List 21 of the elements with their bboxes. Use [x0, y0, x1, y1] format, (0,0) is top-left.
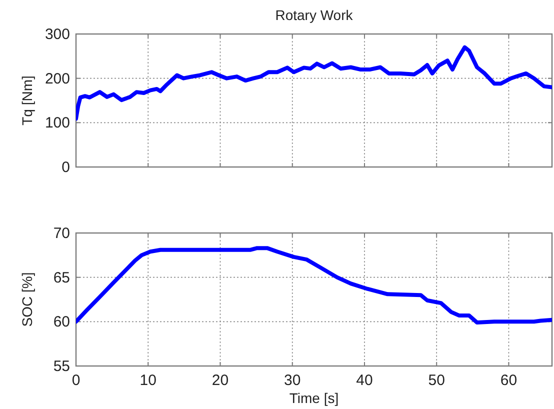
x-tick-label: 30	[284, 372, 301, 389]
y-tick-label: 200	[44, 70, 70, 88]
x-tick-label: 50	[428, 372, 445, 389]
chart-title: Rotary Work	[275, 7, 354, 23]
y-tick-label: 100	[44, 114, 70, 132]
x-tick-label: 10	[140, 372, 156, 389]
y-axis-title: SOC [%]	[19, 272, 35, 327]
y-tick-label: 300	[44, 26, 70, 43]
y-tick-label: 70	[53, 225, 70, 242]
y-axis-title: Tq [Nm]	[19, 76, 35, 126]
x-tick-label: 0	[72, 372, 80, 389]
x-axis-title: Time [s]	[289, 390, 339, 406]
y-tick-label: 55	[53, 358, 70, 375]
line-series	[76, 246, 552, 325]
line-series	[76, 45, 552, 121]
x-tick-label: 20	[212, 372, 229, 389]
x-tick-label: 60	[500, 372, 518, 389]
x-tick-label: 40	[356, 372, 373, 389]
y-tick-label: 65	[53, 269, 70, 286]
y-tick-label: 60	[53, 314, 70, 331]
y-tick-label: 0	[62, 159, 70, 176]
